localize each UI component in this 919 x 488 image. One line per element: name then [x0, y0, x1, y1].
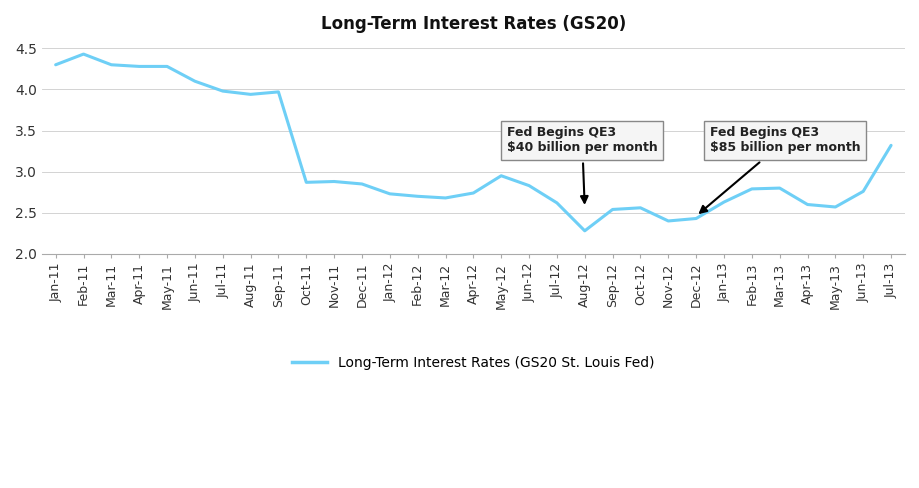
Legend: Long-Term Interest Rates (GS20 St. Louis Fed): Long-Term Interest Rates (GS20 St. Louis… — [287, 350, 659, 376]
Title: Long-Term Interest Rates (GS20): Long-Term Interest Rates (GS20) — [321, 15, 625, 33]
Text: Fed Begins QE3
$85 billion per month: Fed Begins QE3 $85 billion per month — [699, 126, 860, 213]
Text: Fed Begins QE3
$40 billion per month: Fed Begins QE3 $40 billion per month — [506, 126, 657, 203]
